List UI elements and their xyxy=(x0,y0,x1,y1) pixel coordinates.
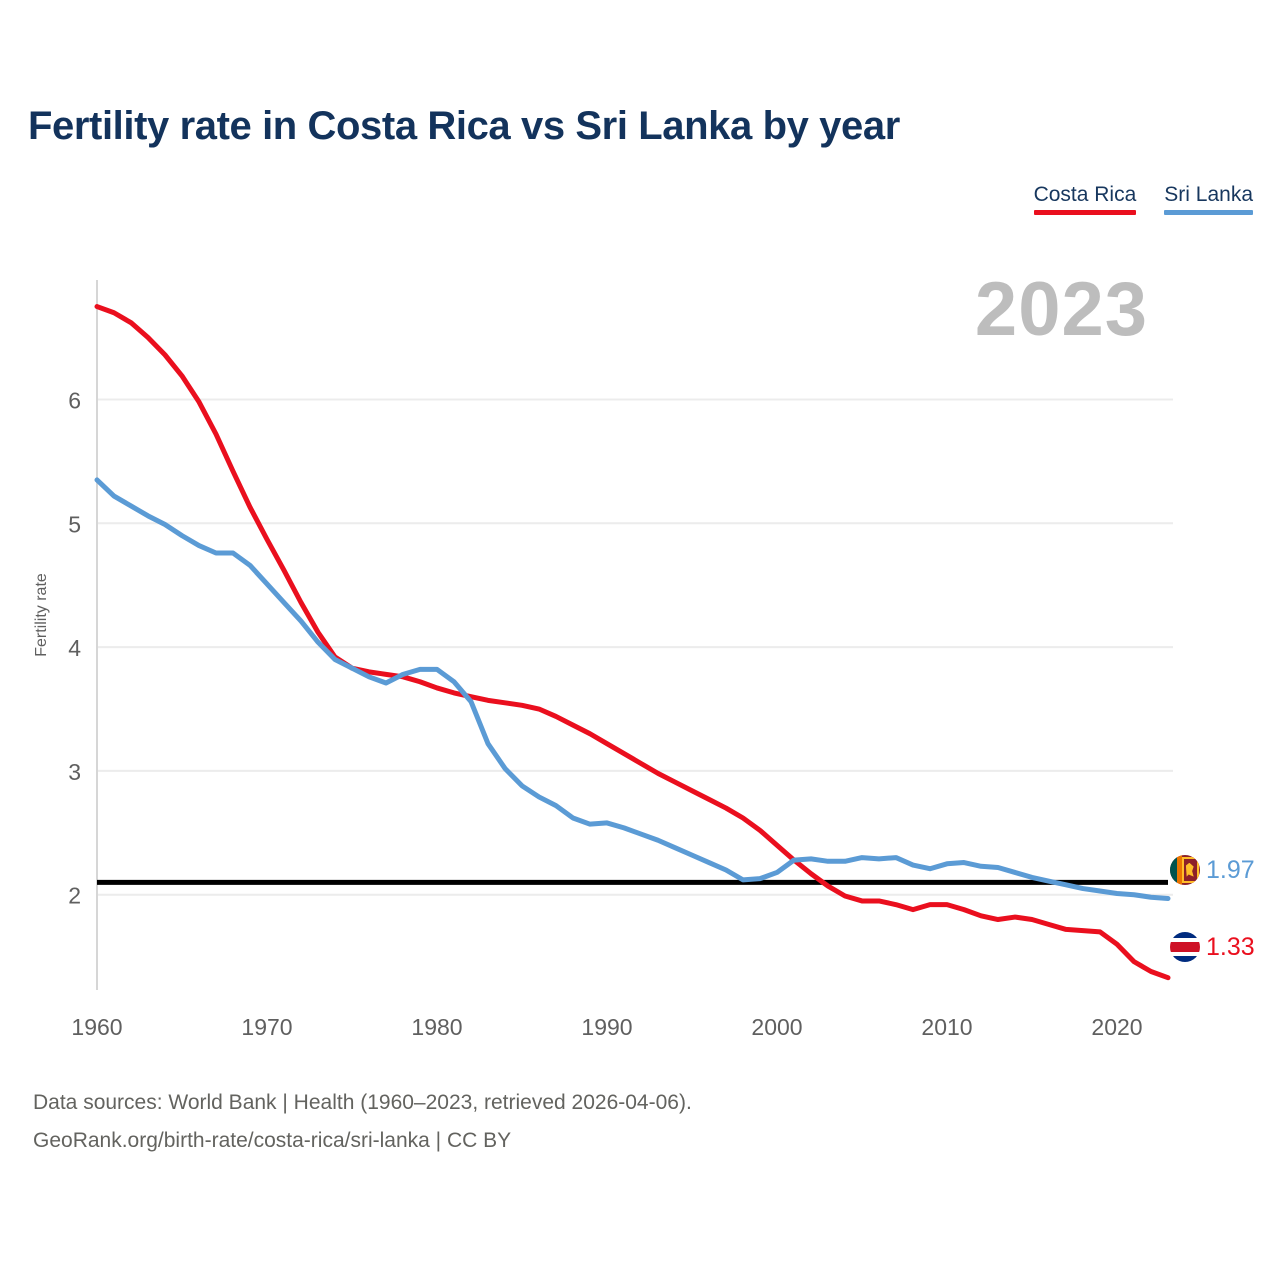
page-title: Fertility rate in Costa Rica vs Sri Lank… xyxy=(28,104,900,148)
legend-label-costa-rica: Costa Rica xyxy=(1033,183,1137,206)
y-axis-title-text: Fertility rate xyxy=(33,573,50,657)
sri-lanka-flag-icon xyxy=(1170,855,1200,885)
x-tick-label: 1980 xyxy=(411,1014,462,1040)
footer-attribution: Data sources: World Bank | Health (1960–… xyxy=(33,1084,692,1160)
y-tick-label: 4 xyxy=(68,635,81,661)
y-axis-title: Fertility rate xyxy=(33,573,50,657)
x-tick-labels: 1960 1970 1980 1990 2000 2010 2020 xyxy=(71,1014,1142,1040)
x-tick-label: 1970 xyxy=(241,1014,292,1040)
x-tick-label: 2020 xyxy=(1091,1014,1142,1040)
footer-line-2: GeoRank.org/birth-rate/costa-rica/sri-la… xyxy=(33,1129,512,1152)
legend-item-sri-lanka[interactable]: Sri Lanka xyxy=(1164,183,1253,215)
y-tick-label: 5 xyxy=(68,511,81,537)
end-value-costa-rica: 1.33 xyxy=(1206,932,1255,961)
series-lines xyxy=(94,304,1171,981)
chart-legend: Costa Rica Sri Lanka xyxy=(1033,183,1253,215)
gridlines xyxy=(97,398,1173,896)
x-tick-label: 1990 xyxy=(581,1014,632,1040)
end-label-sri-lanka: 1.97 xyxy=(1170,855,1255,885)
legend-item-costa-rica[interactable]: Costa Rica xyxy=(1033,183,1137,215)
series-line-sri-lanka xyxy=(94,477,1171,901)
legend-swatch-costa-rica xyxy=(1033,210,1137,215)
costa-rica-flag-icon xyxy=(1170,932,1200,962)
legend-swatch-sri-lanka xyxy=(1164,210,1253,215)
series-line-costa-rica xyxy=(94,304,1171,981)
y-tick-label: 6 xyxy=(68,387,81,413)
y-tick-labels: 2 3 4 5 6 xyxy=(68,387,81,908)
year-watermark: 2023 xyxy=(974,267,1148,352)
x-tick-label: 2010 xyxy=(921,1014,972,1040)
footer-line-1: Data sources: World Bank | Health (1960–… xyxy=(33,1091,692,1114)
end-value-sri-lanka: 1.97 xyxy=(1206,855,1255,884)
x-tick-label: 1960 xyxy=(71,1014,122,1040)
x-tick-label: 2000 xyxy=(751,1014,802,1040)
y-tick-label: 3 xyxy=(68,759,81,785)
legend-label-sri-lanka: Sri Lanka xyxy=(1164,183,1253,206)
end-label-costa-rica: 1.33 xyxy=(1170,932,1255,962)
y-tick-label: 2 xyxy=(68,883,81,909)
